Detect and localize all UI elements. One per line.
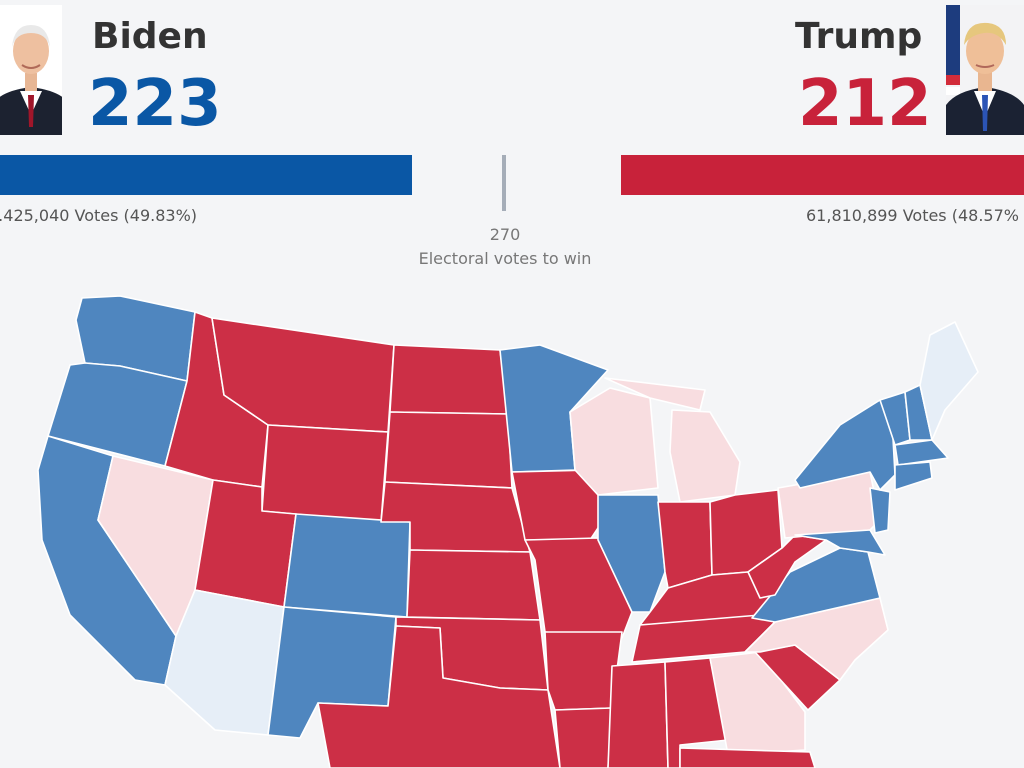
state-west-virginia[interactable] — [747, 534, 827, 599]
state-wyoming[interactable] — [261, 424, 389, 523]
left-progress-bar — [0, 155, 412, 195]
biden-portrait — [0, 5, 62, 135]
threshold-label: Electoral votes to win — [418, 249, 592, 268]
state-maine[interactable] — [919, 321, 979, 441]
state-north-carolina[interactable] — [744, 597, 889, 681]
state-connecticut[interactable] — [894, 461, 933, 491]
state-georgia[interactable] — [709, 651, 806, 756]
threshold-value: 270 — [489, 225, 521, 244]
left-popular-votes: ...425,040 Votes (49.83%) — [0, 206, 198, 225]
left-candidate-name: Biden — [92, 16, 208, 57]
state-colorado[interactable] — [283, 513, 411, 618]
right-candidate-name: Trump — [795, 16, 923, 57]
state-louisiana[interactable] — [554, 707, 613, 768]
state-north-dakota[interactable] — [389, 344, 509, 415]
right-popular-votes: 61,810,899 Votes (48.57% — [806, 206, 1019, 225]
state-kansas[interactable] — [406, 549, 541, 621]
state-new-york[interactable] — [794, 399, 896, 491]
left-electoral-votes: 223 — [88, 67, 222, 141]
right-electoral-votes: 212 — [798, 67, 932, 141]
us-electoral-map — [37, 295, 979, 768]
state-texas[interactable] — [317, 625, 561, 768]
threshold-marker — [502, 155, 506, 211]
state-new-jersey[interactable] — [869, 487, 891, 534]
state-mississippi[interactable] — [607, 661, 669, 768]
trump-portrait — [946, 5, 1024, 135]
state-maryland[interactable] — [794, 529, 886, 556]
state-florida[interactable] — [679, 747, 816, 768]
right-progress-bar — [621, 155, 1024, 195]
state-wisconsin[interactable] — [569, 387, 659, 496]
state-indiana[interactable] — [657, 501, 713, 589]
state-south-dakota[interactable] — [384, 411, 513, 489]
state-massachusetts[interactable] — [894, 439, 949, 466]
